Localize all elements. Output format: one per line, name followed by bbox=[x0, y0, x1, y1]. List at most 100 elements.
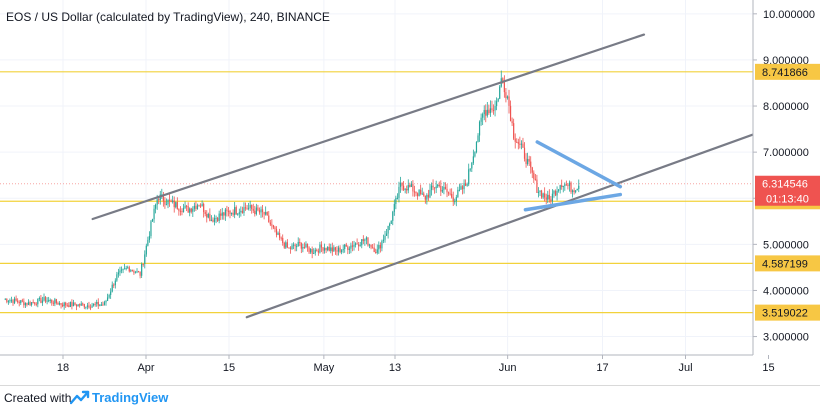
candle-body bbox=[244, 207, 247, 209]
price-chart[interactable]: 10.0000009.0000008.0000007.0000006.00000… bbox=[0, 0, 820, 385]
candle-body bbox=[96, 301, 98, 304]
candle-body bbox=[246, 208, 248, 210]
candle-body bbox=[223, 212, 225, 216]
candle-body bbox=[94, 303, 96, 305]
candle-body bbox=[215, 217, 217, 219]
candle-body bbox=[358, 244, 360, 247]
candle-body bbox=[553, 191, 555, 194]
candle-body bbox=[227, 210, 230, 212]
candle-body bbox=[172, 200, 174, 202]
candle-body bbox=[48, 300, 50, 302]
candle-body bbox=[111, 284, 113, 292]
trendline-triangle-lower bbox=[523, 192, 623, 212]
candle-body bbox=[303, 246, 306, 248]
candle-body bbox=[424, 195, 426, 200]
candle-body bbox=[302, 246, 304, 249]
candle-body bbox=[23, 301, 25, 306]
candle-body bbox=[471, 162, 473, 169]
candle-body bbox=[407, 185, 409, 191]
candle-body bbox=[150, 221, 152, 237]
candle-body bbox=[488, 109, 490, 114]
candle-body bbox=[423, 193, 425, 196]
candle-body bbox=[556, 190, 558, 196]
candle-body bbox=[136, 271, 138, 273]
candle-body bbox=[327, 246, 329, 251]
candle-body bbox=[551, 193, 554, 202]
candle-body bbox=[114, 280, 116, 286]
countdown-label: 01:13:40 bbox=[766, 194, 809, 206]
candle-body bbox=[217, 217, 219, 221]
time-tick-label: 15 bbox=[762, 362, 774, 374]
candle-body bbox=[255, 207, 257, 215]
candle-body bbox=[434, 187, 436, 189]
candle-body bbox=[125, 267, 127, 269]
candle-body bbox=[516, 141, 518, 143]
candle-body bbox=[474, 152, 476, 157]
candle-body bbox=[144, 254, 146, 264]
level-price-label-bg bbox=[755, 304, 820, 321]
candle-body bbox=[345, 244, 347, 247]
candle-body bbox=[86, 305, 89, 307]
candle-body bbox=[466, 184, 468, 186]
candle-body bbox=[575, 190, 577, 193]
candle-body bbox=[350, 245, 352, 249]
time-tick-label: Jun bbox=[499, 362, 517, 374]
candle-body bbox=[539, 190, 541, 193]
candle-body bbox=[288, 247, 290, 249]
candle-body bbox=[74, 302, 76, 305]
candle-body bbox=[457, 189, 459, 198]
candle-body bbox=[310, 249, 312, 253]
candle-body bbox=[63, 302, 65, 307]
candle-body bbox=[181, 210, 183, 213]
price-tick-label: 5.000000 bbox=[763, 239, 809, 251]
candle-body bbox=[547, 194, 549, 200]
candle-body bbox=[175, 202, 177, 208]
candle-body bbox=[475, 142, 478, 153]
candle-body bbox=[393, 203, 395, 212]
candle-body bbox=[279, 232, 281, 238]
candle-body bbox=[46, 300, 48, 302]
candle-body bbox=[440, 185, 442, 192]
level-price-label: 4.587199 bbox=[762, 258, 808, 270]
candle-body bbox=[283, 242, 285, 248]
candle-body bbox=[210, 219, 213, 221]
candle-body bbox=[483, 110, 485, 115]
candle-body bbox=[497, 98, 499, 102]
candle-body bbox=[18, 302, 20, 304]
candle-body bbox=[458, 189, 461, 191]
footer-brand[interactable]: TradingView bbox=[92, 390, 169, 405]
candle-body bbox=[437, 184, 439, 187]
candle-body bbox=[199, 205, 202, 207]
candle-body bbox=[427, 194, 430, 198]
candle-body bbox=[316, 249, 318, 251]
price-tick-label: 10.000000 bbox=[763, 9, 815, 21]
candle-body bbox=[280, 237, 282, 239]
candle-body bbox=[478, 121, 481, 136]
candle-body bbox=[314, 249, 316, 253]
candle-body bbox=[342, 249, 344, 251]
candle-body bbox=[40, 298, 42, 303]
candle-body bbox=[499, 86, 501, 99]
candle-body bbox=[117, 272, 120, 275]
candle-body bbox=[368, 244, 371, 246]
candle-body bbox=[306, 243, 309, 248]
candle-body bbox=[34, 302, 36, 304]
candle-body bbox=[294, 244, 296, 247]
candle-body bbox=[297, 242, 299, 247]
candle-body bbox=[469, 168, 471, 170]
candle-body bbox=[334, 247, 337, 251]
candle-body bbox=[571, 190, 574, 193]
candle-body bbox=[106, 297, 109, 302]
candle-body bbox=[382, 239, 385, 241]
candle-body bbox=[550, 199, 552, 202]
candle-body bbox=[361, 239, 363, 246]
candle-body bbox=[567, 184, 569, 186]
candle-body bbox=[207, 213, 209, 218]
candle-body bbox=[578, 185, 580, 189]
candle-body bbox=[519, 143, 521, 145]
candle-body bbox=[128, 267, 130, 272]
time-tick-label: Jul bbox=[678, 362, 692, 374]
candle-body bbox=[530, 161, 532, 168]
candle-body bbox=[362, 239, 364, 241]
candle-body bbox=[173, 200, 175, 208]
